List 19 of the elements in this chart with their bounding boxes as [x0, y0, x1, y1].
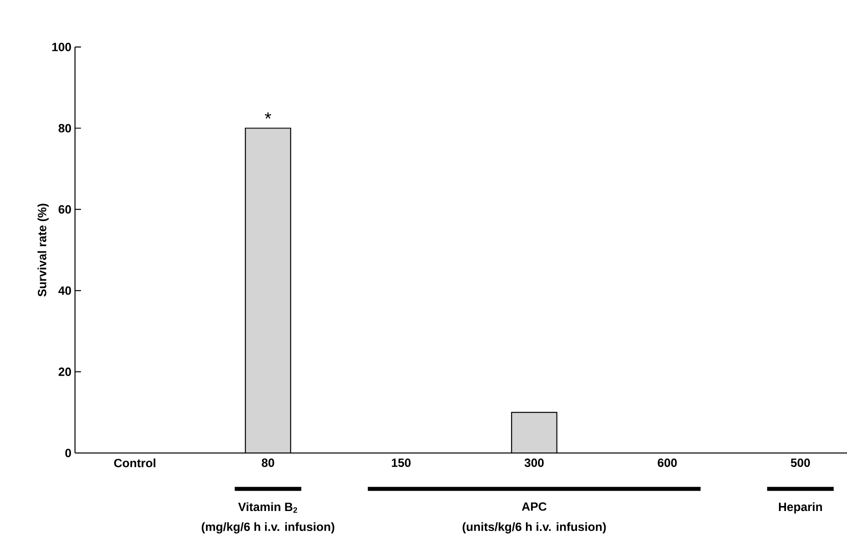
y-tick-label: 40 — [58, 286, 71, 295]
x-tick-label: 80 — [262, 458, 274, 467]
y-tick-label: 60 — [58, 205, 71, 214]
y-tick-label: 0 — [65, 448, 71, 458]
text: Heparin — [778, 502, 822, 514]
y-tick-label: 80 — [58, 124, 71, 132]
x-tick-label: 300 — [524, 458, 544, 467]
y-tick-label: 20 — [58, 368, 71, 376]
x-tick-label: 150 — [392, 458, 411, 467]
y-tick-label: 100 — [52, 42, 71, 52]
x-tick-label: Control — [114, 458, 156, 468]
text: Vitamin B$_{2}$ — [238, 502, 298, 513]
x-tick-label: 600 — [658, 458, 677, 467]
text: APC — [522, 502, 547, 511]
text: (units/kg/6 h i.v. infusion) — [462, 522, 606, 534]
text: (mg/kg/6 h i.v. infusion) — [202, 522, 334, 534]
y-axis-title: Survival rate (%) — [38, 204, 49, 296]
annotation: * — [264, 112, 272, 119]
x-tick-label: 500 — [790, 458, 810, 467]
